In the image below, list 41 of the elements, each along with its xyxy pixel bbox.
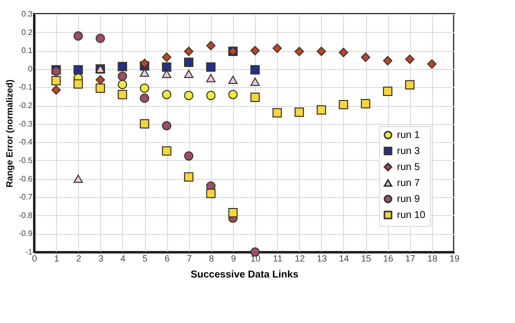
legend-label: run 9 bbox=[397, 194, 420, 205]
legend-label: run 10 bbox=[397, 210, 426, 221]
legend-label: run 3 bbox=[397, 146, 420, 157]
y-tick-label: -0.2 bbox=[18, 101, 34, 110]
y-tick-label: -0.9 bbox=[18, 229, 34, 238]
y-axis-title: Range Error (normalized) bbox=[4, 79, 15, 188]
x-tick-label: 18 bbox=[427, 254, 438, 264]
x-tick-label: 12 bbox=[294, 254, 305, 264]
x-tick-label: 17 bbox=[405, 254, 416, 264]
x-tick-label: 7 bbox=[186, 254, 192, 264]
x-tick-label: 15 bbox=[361, 254, 372, 264]
x-tick-label: 4 bbox=[120, 254, 126, 264]
x-tick-label: 9 bbox=[230, 254, 236, 264]
y-tick-label: -0.6 bbox=[18, 174, 34, 184]
x-tick-label: 13 bbox=[316, 254, 327, 264]
x-tick-label: 5 bbox=[142, 254, 148, 264]
y-tick-label: -1 bbox=[25, 248, 34, 256]
y-tick-label: -0.7 bbox=[18, 192, 34, 202]
x-tick-label: 1 bbox=[54, 254, 60, 264]
x-tick-label: 16 bbox=[383, 254, 394, 264]
y-tick-label: -0.8 bbox=[18, 210, 34, 220]
y-tick-label: -0.3 bbox=[18, 119, 34, 128]
x-tick-label: 8 bbox=[208, 254, 214, 264]
x-tick-label: 19 bbox=[449, 254, 460, 264]
legend-label: run 1 bbox=[397, 130, 420, 141]
y-tick-label: 0 bbox=[28, 64, 34, 74]
legend-label: run 7 bbox=[397, 178, 420, 189]
y-tick-label: 0.2 bbox=[21, 28, 34, 37]
x-tick-label: 3 bbox=[98, 254, 104, 264]
x-tick-label: 11 bbox=[272, 254, 282, 264]
x-tick-label: 14 bbox=[338, 254, 349, 264]
x-tick-label: 6 bbox=[164, 254, 170, 264]
y-tick-label: -0.4 bbox=[18, 138, 34, 147]
legend-label: run 5 bbox=[397, 162, 420, 173]
x-tick-label: 10 bbox=[250, 254, 261, 264]
y-tick-label: 0.3 bbox=[21, 10, 34, 18]
y-tick-label: 0.1 bbox=[21, 46, 34, 56]
x-tick-label: 2 bbox=[76, 254, 82, 264]
y-tick-label: -0.1 bbox=[18, 82, 34, 92]
y-tick-label: -0.5 bbox=[18, 156, 34, 165]
x-axis-title: Successive Data Links bbox=[190, 270, 299, 280]
